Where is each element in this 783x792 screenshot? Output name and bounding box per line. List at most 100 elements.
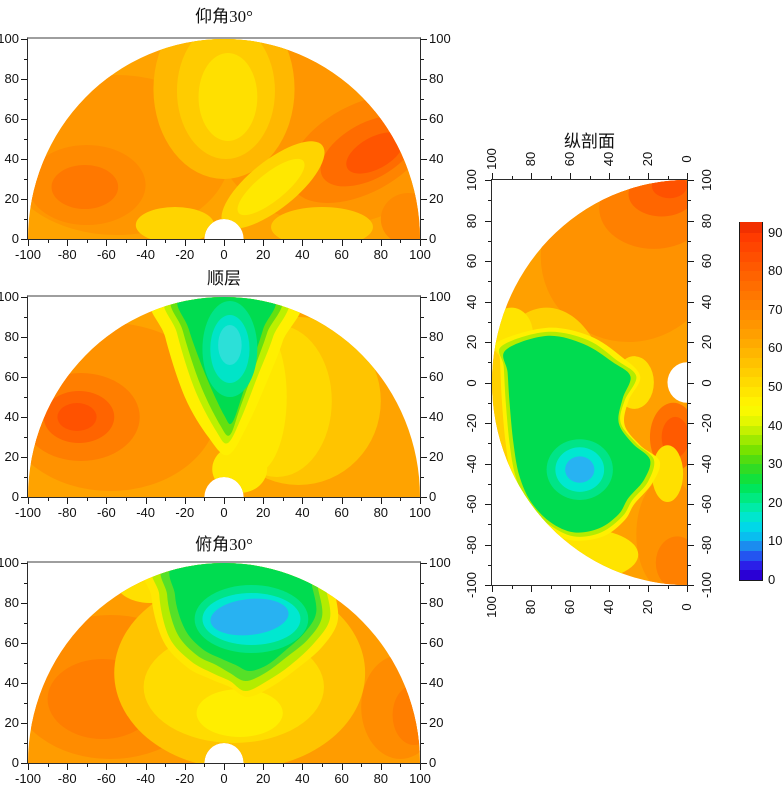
x-tick-label: -100	[14, 505, 42, 520]
x-tick-label: -100	[14, 247, 42, 262]
y-tick-right	[421, 477, 424, 478]
contour-canvas-longitudinal-section	[492, 180, 687, 585]
y-tick-label-right: 80	[699, 213, 714, 228]
x-tick-label: 100	[409, 505, 431, 520]
y-tick-right	[421, 79, 427, 80]
x-tick-bottom	[609, 586, 610, 592]
x-tick	[67, 498, 69, 504]
x-tick-label: 20	[255, 771, 271, 786]
x-tick-label: -80	[57, 505, 77, 520]
y-tick-label-right: 40	[429, 151, 444, 166]
x-tick-label-top: 60	[562, 151, 577, 167]
y-tick-left	[24, 623, 27, 624]
x-tick	[400, 764, 402, 767]
x-tick-label: 40	[295, 771, 310, 786]
y-tick-label-left: -100	[464, 571, 479, 599]
x-tick	[165, 498, 167, 501]
x-tick-top	[589, 176, 591, 179]
colorbar-segment	[740, 453, 762, 465]
colorbar-segment	[740, 472, 762, 484]
x-tick-top	[511, 176, 513, 179]
y-tick-right	[421, 39, 427, 40]
colorbar-segment	[740, 530, 762, 542]
y-tick-left	[21, 763, 27, 764]
colorbar-segment	[740, 328, 762, 339]
x-tick-label: -20	[175, 247, 195, 262]
colorbar-segment	[740, 299, 762, 310]
contour-green-main	[503, 335, 651, 533]
x-tick-label: -100	[14, 771, 42, 786]
x-tick	[224, 764, 225, 770]
colorbar-segment	[740, 308, 762, 320]
y-tick-right	[421, 357, 424, 358]
y-tick-left	[485, 585, 491, 586]
y-tick-right	[421, 663, 424, 664]
colorbar-tick-label: 90	[768, 224, 783, 240]
y-tick-left	[485, 544, 491, 546]
y-tick-right	[688, 585, 694, 586]
y-tick-left	[485, 382, 491, 384]
y-tick-right	[421, 199, 427, 200]
x-tick-label-bottom: 60	[562, 599, 577, 615]
y-tick-left	[21, 377, 27, 378]
x-tick	[420, 764, 421, 770]
x-tick-label-bottom: 40	[601, 599, 616, 615]
y-tick-label-right: 20	[699, 334, 714, 350]
x-tick-label: 80	[373, 247, 389, 262]
y-tick-label-left: 80	[4, 71, 19, 86]
x-tick	[243, 764, 245, 767]
y-tick-label-left: 0	[11, 231, 19, 246]
y-tick-right	[688, 321, 691, 323]
x-tick	[341, 498, 343, 504]
y-tick-right	[688, 200, 691, 202]
contour-layers	[28, 297, 420, 497]
colorbar-tick-label: 30	[768, 456, 783, 472]
x-tick	[282, 764, 284, 767]
colorbar-segment	[740, 501, 762, 513]
y-tick-label-right: -100	[699, 571, 714, 599]
y-tick-left	[21, 457, 27, 458]
colorbar-segment	[740, 492, 762, 503]
colorbar-tick-label: 20	[768, 494, 783, 510]
y-tick-right	[421, 743, 424, 744]
colorbar-segment	[740, 569, 762, 580]
colorbar-segment	[740, 540, 762, 552]
colorbar-segment	[740, 424, 762, 436]
colorbar-segment	[740, 337, 762, 349]
x-tick	[165, 240, 167, 243]
contour-yellow-diag-core	[237, 158, 305, 216]
x-tick	[263, 498, 265, 504]
y-tick-label-right: 100	[429, 289, 451, 304]
x-tick	[361, 240, 363, 243]
y-tick-right	[421, 179, 424, 180]
contour-yellow-bottom-right	[271, 207, 373, 239]
x-tick	[302, 498, 304, 504]
x-tick	[126, 240, 127, 243]
contour-hot-left-core	[57, 403, 97, 431]
y-tick-left	[488, 483, 491, 485]
y-tick-left	[21, 683, 27, 684]
y-tick-left	[21, 119, 27, 120]
x-tick	[224, 240, 225, 246]
x-tick	[263, 764, 265, 770]
x-tick	[106, 240, 108, 246]
colorbar-segment	[740, 405, 762, 416]
contour-canvas-depression-30	[28, 563, 420, 763]
y-tick-right	[421, 683, 427, 684]
y-tick-label-left: 100	[0, 31, 19, 46]
y-tick-right	[688, 342, 694, 343]
y-tick-left	[24, 397, 27, 398]
contour-hot-top-core	[651, 180, 687, 199]
y-tick-label-right: 100	[699, 169, 714, 191]
y-tick-left	[21, 297, 27, 298]
plot-frame-elevation-30	[27, 37, 421, 240]
contour-edge-right-core	[392, 685, 420, 745]
y-tick-right	[421, 563, 427, 564]
x-tick	[47, 498, 49, 501]
y-tick-label-right: 60	[699, 253, 714, 269]
y-tick-left	[21, 79, 27, 80]
y-tick-left	[485, 301, 491, 303]
y-tick-left	[488, 524, 491, 526]
y-tick-left	[488, 321, 491, 323]
